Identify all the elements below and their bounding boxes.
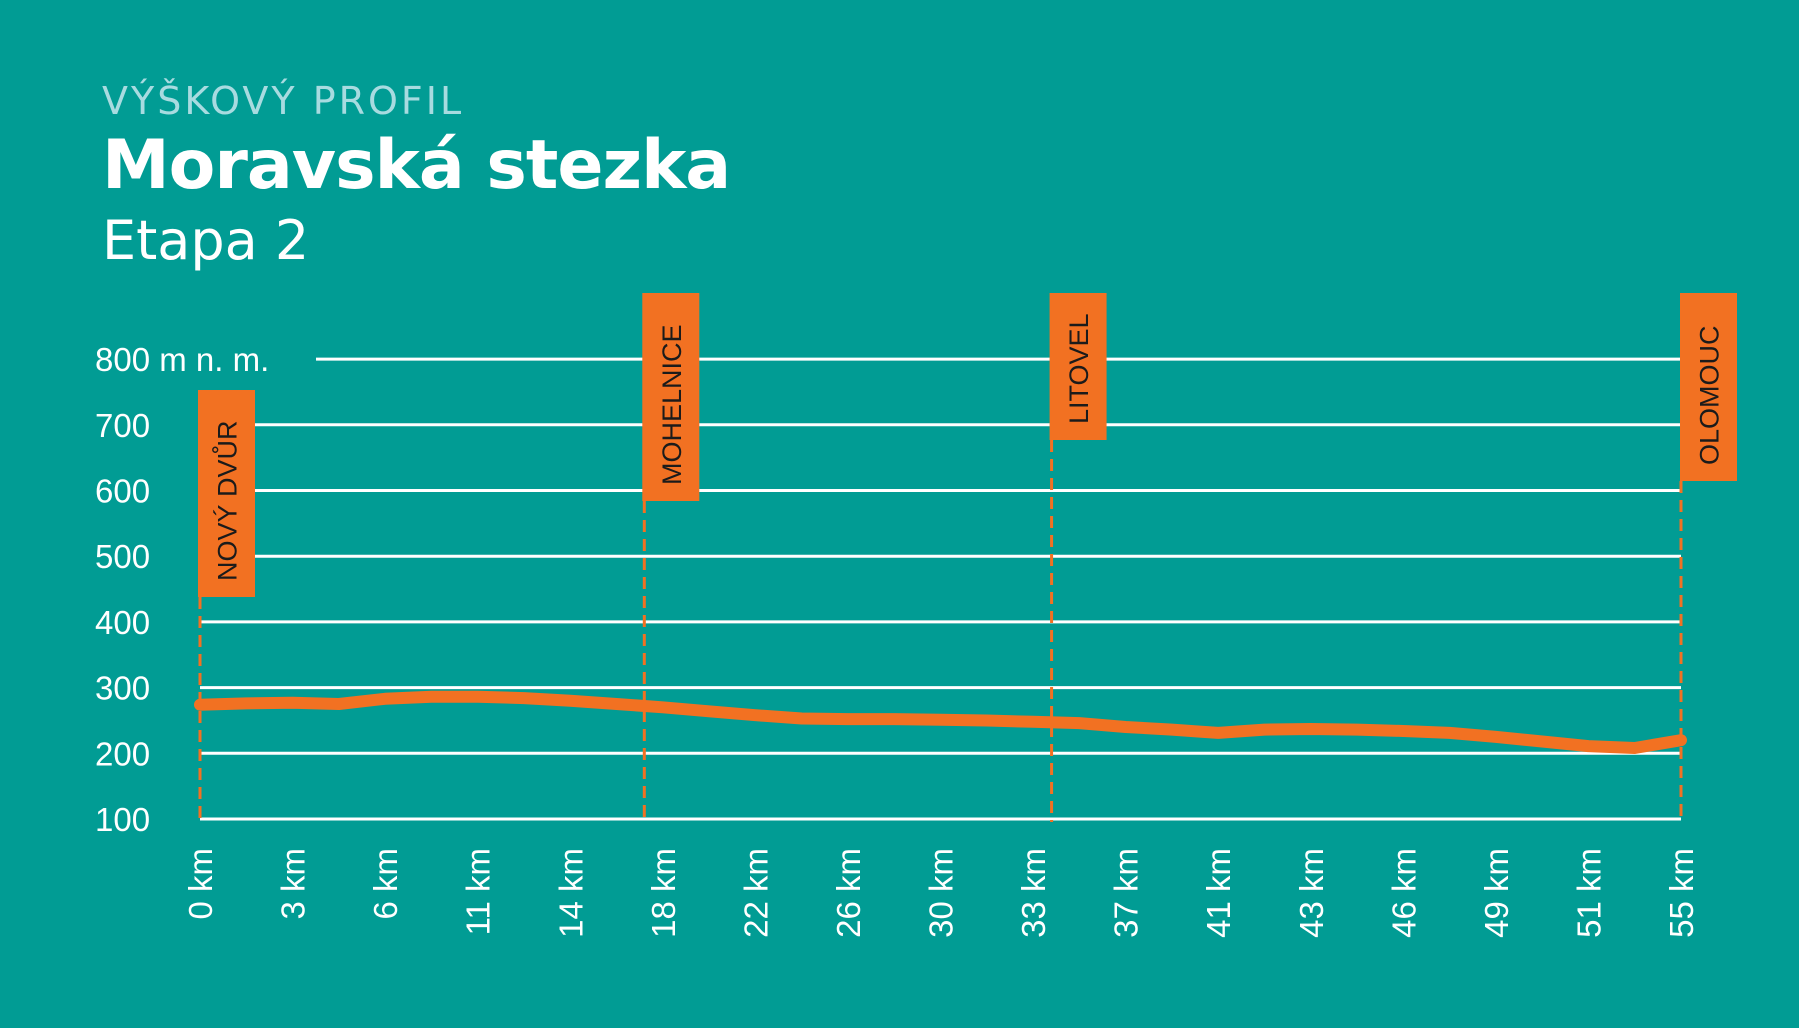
- checkpoint-label: MOHELNICE: [657, 324, 687, 485]
- y-tick-label: 100: [95, 801, 150, 838]
- checkpoint-label: NOVÝ DVŮR: [211, 420, 243, 581]
- x-tick-label: 11 km: [460, 848, 497, 935]
- x-tick-label: 51 km: [1570, 848, 1607, 938]
- y-tick-label: 800 m n. m.: [95, 341, 269, 378]
- x-tick-label: 37 km: [1108, 848, 1145, 938]
- x-tick-label: 18 km: [645, 848, 682, 938]
- x-tick-label: 33 km: [1015, 848, 1052, 938]
- x-tick-label: 46 km: [1385, 848, 1422, 938]
- chart-title: Moravská stezka: [102, 126, 731, 205]
- x-tick-label: 3 km: [275, 848, 312, 920]
- checkpoint-label: OLOMOUC: [1695, 325, 1725, 465]
- y-tick-label: 600: [95, 473, 150, 510]
- x-tick-label: 22 km: [737, 848, 774, 938]
- x-tick-label: 43 km: [1293, 848, 1330, 938]
- checkpoint-flag: [1049, 293, 1107, 440]
- y-tick-label: 500: [95, 538, 150, 575]
- chart-header: VÝŠKOVÝ PROFIL Moravská stezka Etapa 2: [102, 76, 731, 276]
- checkpoint-flag: [1680, 293, 1737, 481]
- x-tick-label: 49 km: [1478, 848, 1515, 938]
- chart-kicker: VÝŠKOVÝ PROFIL: [102, 79, 465, 123]
- checkpoint-flag: [198, 390, 255, 597]
- checkpoint-label: LITOVEL: [1064, 313, 1094, 424]
- y-tick-label: 400: [95, 604, 150, 641]
- x-tick-label: 55 km: [1663, 848, 1700, 938]
- checkpoint-flag: [642, 293, 700, 501]
- chart-subtitle: Etapa 2: [102, 209, 310, 272]
- x-tick-label: 30 km: [923, 848, 960, 938]
- x-tick-label: 14 km: [552, 848, 589, 938]
- x-tick-label: 41 km: [1200, 848, 1237, 938]
- y-tick-label: 300: [95, 670, 150, 707]
- x-tick-label: 26 km: [830, 848, 867, 938]
- elevation-profile-line: [194, 690, 1687, 754]
- y-tick-label: 700: [95, 407, 150, 444]
- y-tick-label: 200: [95, 735, 150, 772]
- x-tick-label: 0 km: [182, 848, 219, 920]
- x-tick-label: 6 km: [367, 848, 404, 920]
